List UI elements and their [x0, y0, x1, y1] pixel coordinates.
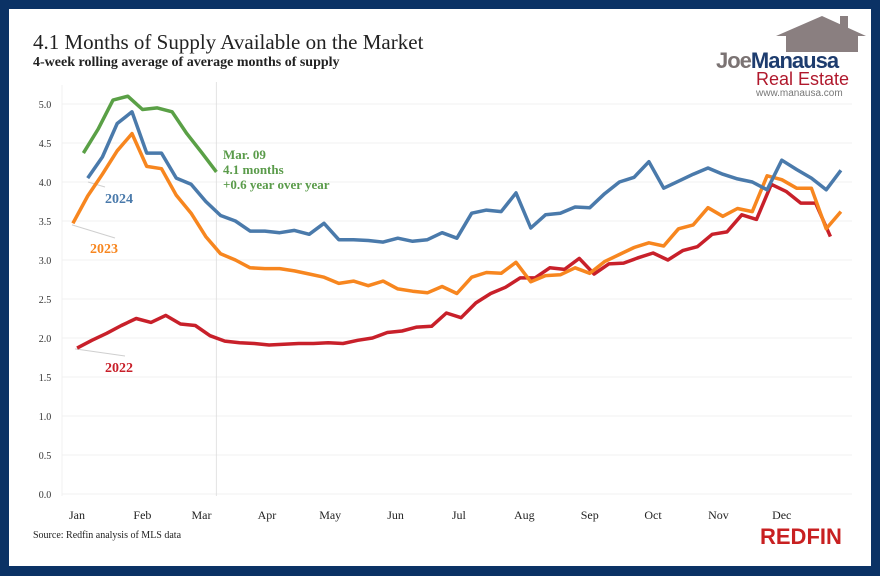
x-tick-label: Jul	[452, 508, 467, 522]
series-label-2024: 2024	[105, 192, 133, 207]
house-icon	[776, 16, 866, 52]
logo-url: www.manausa.com	[756, 88, 843, 99]
series-label-2023: 2023	[90, 242, 118, 257]
logo-joe: Joe	[716, 48, 752, 73]
logo-text: JoeManausa	[716, 48, 839, 74]
y-tick-label: 2.0	[39, 334, 52, 345]
redfin-logo: REDFIN	[760, 524, 842, 549]
joe-manausa-logo: JoeManausa Real Estate www.manausa.com	[716, 14, 866, 99]
series-line-2022	[76, 182, 833, 350]
y-tick-label: 3.5	[39, 217, 52, 228]
annotation-date: Mar. 09	[223, 147, 266, 162]
y-tick-label: 2.5	[39, 295, 52, 306]
y-tick-label: 0.0	[39, 490, 52, 501]
x-tick-label: Dec	[772, 508, 791, 522]
chart-subtitle: 4-week rolling average of average months…	[33, 55, 340, 70]
series-label-2022: 2022	[105, 361, 133, 376]
y-tick-label: 1.0	[39, 412, 52, 423]
series-line-2023	[71, 131, 843, 296]
x-tick-label: Oct	[644, 508, 662, 522]
y-tick-label: 5.0	[39, 100, 52, 111]
y-tick-label: 1.5	[39, 373, 52, 384]
annotation-value: 4.1 months	[223, 162, 284, 177]
label-leader-2022	[74, 348, 126, 357]
x-tick-label: Nov	[708, 508, 729, 522]
annotation-change: +0.6 year over year	[223, 177, 330, 192]
series-line-current	[81, 94, 218, 173]
x-tick-label: Jan	[69, 508, 85, 522]
x-tick-label: Mar	[191, 508, 211, 522]
y-tick-label: 4.5	[39, 139, 52, 150]
x-tick-label: Feb	[133, 508, 151, 522]
x-tick-label: May	[319, 508, 341, 522]
source-note: Source: Redfin analysis of MLS data	[33, 530, 182, 541]
y-tick-label: 0.5	[39, 451, 52, 462]
logo-real-estate: Real Estate	[756, 69, 850, 89]
x-tick-label: Jun	[387, 508, 404, 522]
logo-manausa: Manausa	[750, 48, 839, 73]
annotation: Mar. 09 4.1 months +0.6 year over year	[223, 147, 330, 192]
x-tick-label: Sep	[581, 508, 599, 522]
label-leader-2023	[71, 224, 116, 239]
y-tick-label: 3.0	[39, 256, 52, 267]
series-line-2024	[86, 110, 843, 244]
x-tick-label: Apr	[258, 508, 277, 522]
x-tick-label: Aug	[514, 508, 535, 522]
chart-title: 4.1 Months of Supply Available on the Ma…	[33, 30, 424, 54]
y-tick-label: 4.0	[39, 178, 52, 189]
